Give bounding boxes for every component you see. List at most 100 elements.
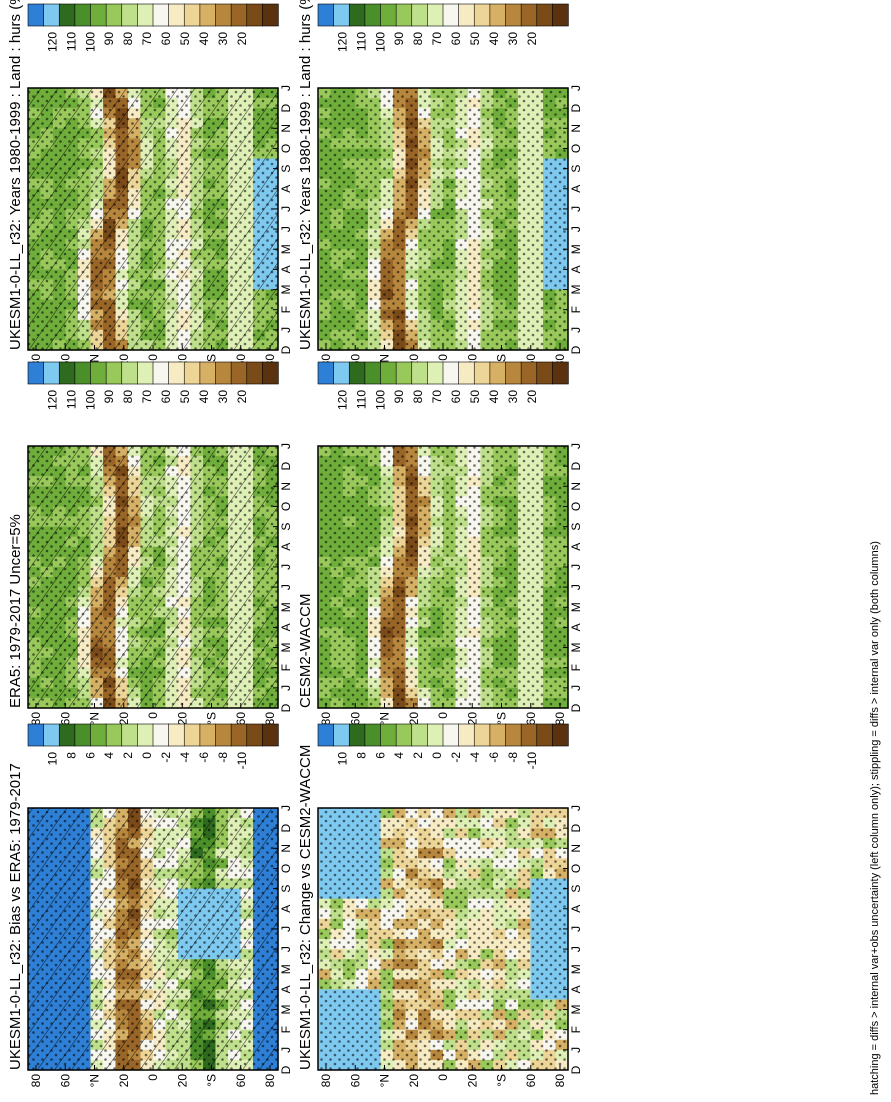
latitude-tick-label: 80: [319, 712, 333, 726]
colorbar-swatch: [246, 3, 264, 27]
latitude-tick-label: °S: [495, 712, 509, 725]
month-tick-label: D: [279, 345, 293, 354]
colorbar-swatch: [505, 723, 522, 747]
month-tick-label: F: [569, 664, 583, 671]
colorbar-swatch: [395, 723, 413, 747]
colorbar-tick-label: 20: [525, 32, 539, 46]
latitude-tick-label: 80: [29, 712, 43, 726]
month-tick-label: A: [279, 543, 293, 551]
colorbar-tick-label: 20: [525, 390, 539, 404]
month-tick-label: J: [279, 226, 293, 232]
colorbar-swatch: [262, 361, 279, 385]
colorbar-swatch: [137, 361, 154, 385]
colorbar-swatch: [505, 3, 522, 27]
colorbar-swatch: [105, 723, 123, 747]
latitude-tick-label: 20: [465, 1074, 479, 1088]
colorbar-tick-label: 80: [411, 32, 425, 46]
latitude-tick-label: °N: [378, 1074, 392, 1087]
latitude-tick-label: 60: [524, 712, 538, 726]
colorbar-tick-label: 110: [354, 390, 368, 409]
month-tick-label: S: [569, 165, 583, 173]
colorbar-swatch: [380, 723, 397, 747]
colorbar-swatch: [333, 723, 350, 747]
colorbar-tick-label: -8: [216, 752, 230, 763]
month-tick-label: M: [569, 964, 583, 974]
colorbar-swatch: [58, 361, 76, 385]
latitude-tick-label: 60: [348, 1074, 362, 1088]
panel-title: UKESM1-0-LL_r32: Years 1980-1999 : Land …: [7, 0, 24, 350]
month-tick-label: M: [279, 643, 293, 653]
colorbar-swatch: [90, 3, 107, 27]
month-tick-label: A: [279, 623, 293, 631]
colorbar-swatch: [121, 361, 139, 385]
month-tick-label: J: [569, 584, 583, 590]
month-tick-label: A: [279, 985, 293, 993]
colorbar-swatch: [27, 3, 45, 27]
month-tick-label: F: [569, 1026, 583, 1033]
latitude-tick-label: 80: [553, 712, 567, 726]
month-tick-label: J: [569, 946, 583, 952]
colorbar-swatch: [333, 3, 350, 27]
colorbar-tick-label: 20: [235, 390, 249, 404]
month-tick-label: A: [569, 185, 583, 193]
colorbar-tick-label: 100: [373, 32, 387, 52]
month-tick-label: J: [279, 946, 293, 952]
month-axis: D J F M A M J J A S O N D J: [273, 805, 293, 1074]
month-tick-label: J: [569, 564, 583, 570]
month-tick-label: O: [279, 502, 293, 511]
colorbar-swatch: [121, 3, 139, 27]
month-tick-label: J: [569, 327, 583, 333]
month-tick-label: D: [279, 1065, 293, 1074]
month-tick-label: S: [279, 165, 293, 173]
colorbar-swatch: [348, 723, 366, 747]
colorbar-tick-label: 110: [64, 390, 78, 409]
colorbar-tick-label: -4: [178, 752, 192, 763]
month-tick-label: S: [569, 523, 583, 531]
latitude-tick-label: °S: [205, 1074, 219, 1087]
colorbar-tick-label: 80: [121, 390, 135, 404]
colorbar-swatch: [458, 3, 475, 27]
colorbar-swatch: [536, 361, 554, 385]
colorbar-swatch: [137, 723, 154, 747]
colorbar-tick-label: 60: [449, 32, 463, 46]
latitude-tick-label: 80: [263, 1074, 277, 1088]
colorbar-swatch: [152, 361, 170, 385]
month-tick-label: J: [279, 327, 293, 333]
colorbar-swatch: [473, 723, 491, 747]
colorbar-swatch: [74, 3, 92, 27]
latitude-tick-label: °S: [205, 712, 219, 725]
month-axis: D J F M A M J J A S O N D J: [273, 443, 293, 712]
latitude-tick-label: 0: [436, 1074, 450, 1081]
month-tick-label: J: [279, 206, 293, 212]
colorbar-swatch: [489, 723, 507, 747]
colorbar-swatch: [458, 361, 475, 385]
colorbar-swatch: [215, 723, 232, 747]
month-tick-label: J: [279, 685, 293, 691]
colorbar-swatch: [152, 723, 170, 747]
colorbar-swatch: [427, 361, 444, 385]
colorbar-tick-label: 10: [45, 752, 59, 766]
month-axis: D J F M A M J J A S O N D J: [563, 805, 583, 1074]
latitude-tick-label: 60: [348, 712, 362, 726]
latitude-tick-label: 0: [436, 712, 450, 719]
month-tick-label: D: [569, 823, 583, 832]
colorbar-swatch: [43, 361, 60, 385]
hatching-overlay: [28, 88, 278, 350]
colorbar-tick-label: -2: [449, 752, 463, 763]
colorbar-tick-label: -6: [197, 752, 211, 763]
month-tick-label: J: [279, 584, 293, 590]
month-tick-label: J: [569, 805, 583, 811]
colorbar-swatch: [199, 3, 217, 27]
month-tick-label: D: [569, 345, 583, 354]
colorbar-tick-label: 20: [235, 32, 249, 46]
latitude-tick-label: 60: [234, 1074, 248, 1088]
stippling-overlay: [318, 446, 568, 708]
panel-title: ERA5: 1979-2017 Uncer=5%: [7, 514, 24, 708]
month-tick-label: O: [569, 144, 583, 153]
colorbar-swatch: [536, 3, 554, 27]
colorbar-swatch: [505, 361, 522, 385]
colorbar-swatch: [199, 361, 217, 385]
